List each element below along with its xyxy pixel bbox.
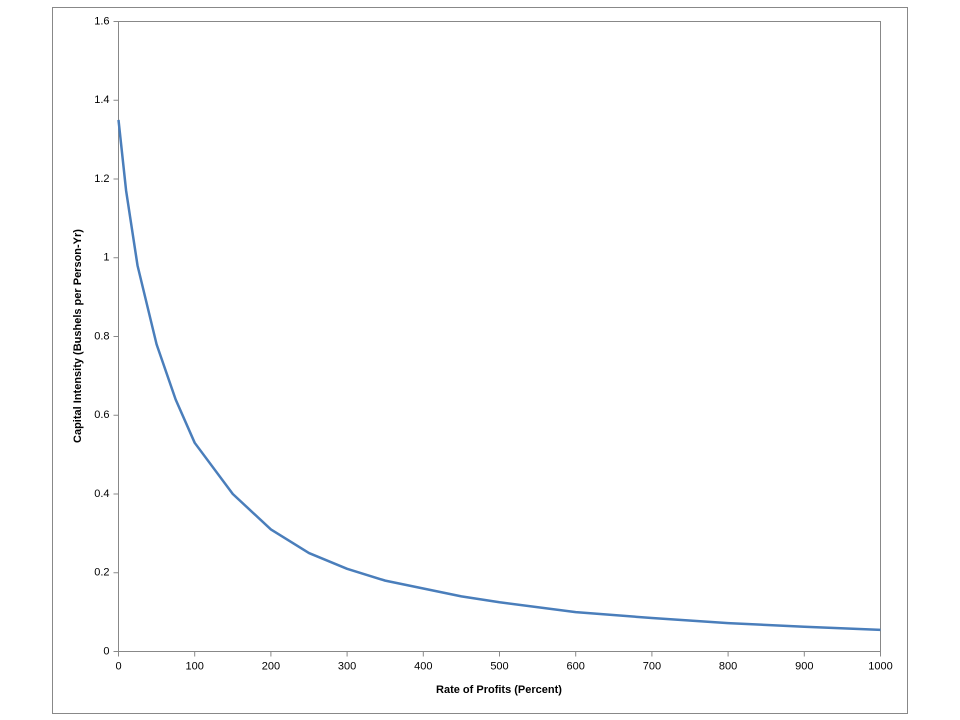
chart-frame xyxy=(52,7,908,714)
y-tick-label: 0.8 xyxy=(94,330,109,342)
y-tick-label: 1 xyxy=(103,252,109,264)
y-tick-label: 0.2 xyxy=(94,567,109,579)
x-tick-label: 700 xyxy=(643,660,661,672)
x-tick-label: 0 xyxy=(115,660,121,672)
y-tick-label: 0.4 xyxy=(94,488,109,500)
x-tick-label: 1000 xyxy=(868,660,892,672)
y-tick-label: 0 xyxy=(103,645,109,657)
x-axis-title: Rate of Profits (Percent) xyxy=(436,684,562,696)
y-tick-label: 0.6 xyxy=(94,409,109,421)
y-tick-label: 1.4 xyxy=(94,94,109,106)
x-tick-label: 600 xyxy=(567,660,585,672)
x-tick-label: 300 xyxy=(338,660,356,672)
x-tick-label: 200 xyxy=(262,660,280,672)
x-tick-label: 800 xyxy=(719,660,737,672)
x-tick-label: 400 xyxy=(414,660,432,672)
x-tick-label: 100 xyxy=(186,660,204,672)
y-axis-title: Capital Intensity (Bushels per Person-Yr… xyxy=(72,229,84,443)
x-tick-label: 900 xyxy=(795,660,813,672)
y-tick-label: 1.6 xyxy=(94,15,109,27)
x-tick-label: 500 xyxy=(490,660,508,672)
line-series xyxy=(117,119,881,632)
y-tick-label: 1.2 xyxy=(94,173,109,185)
